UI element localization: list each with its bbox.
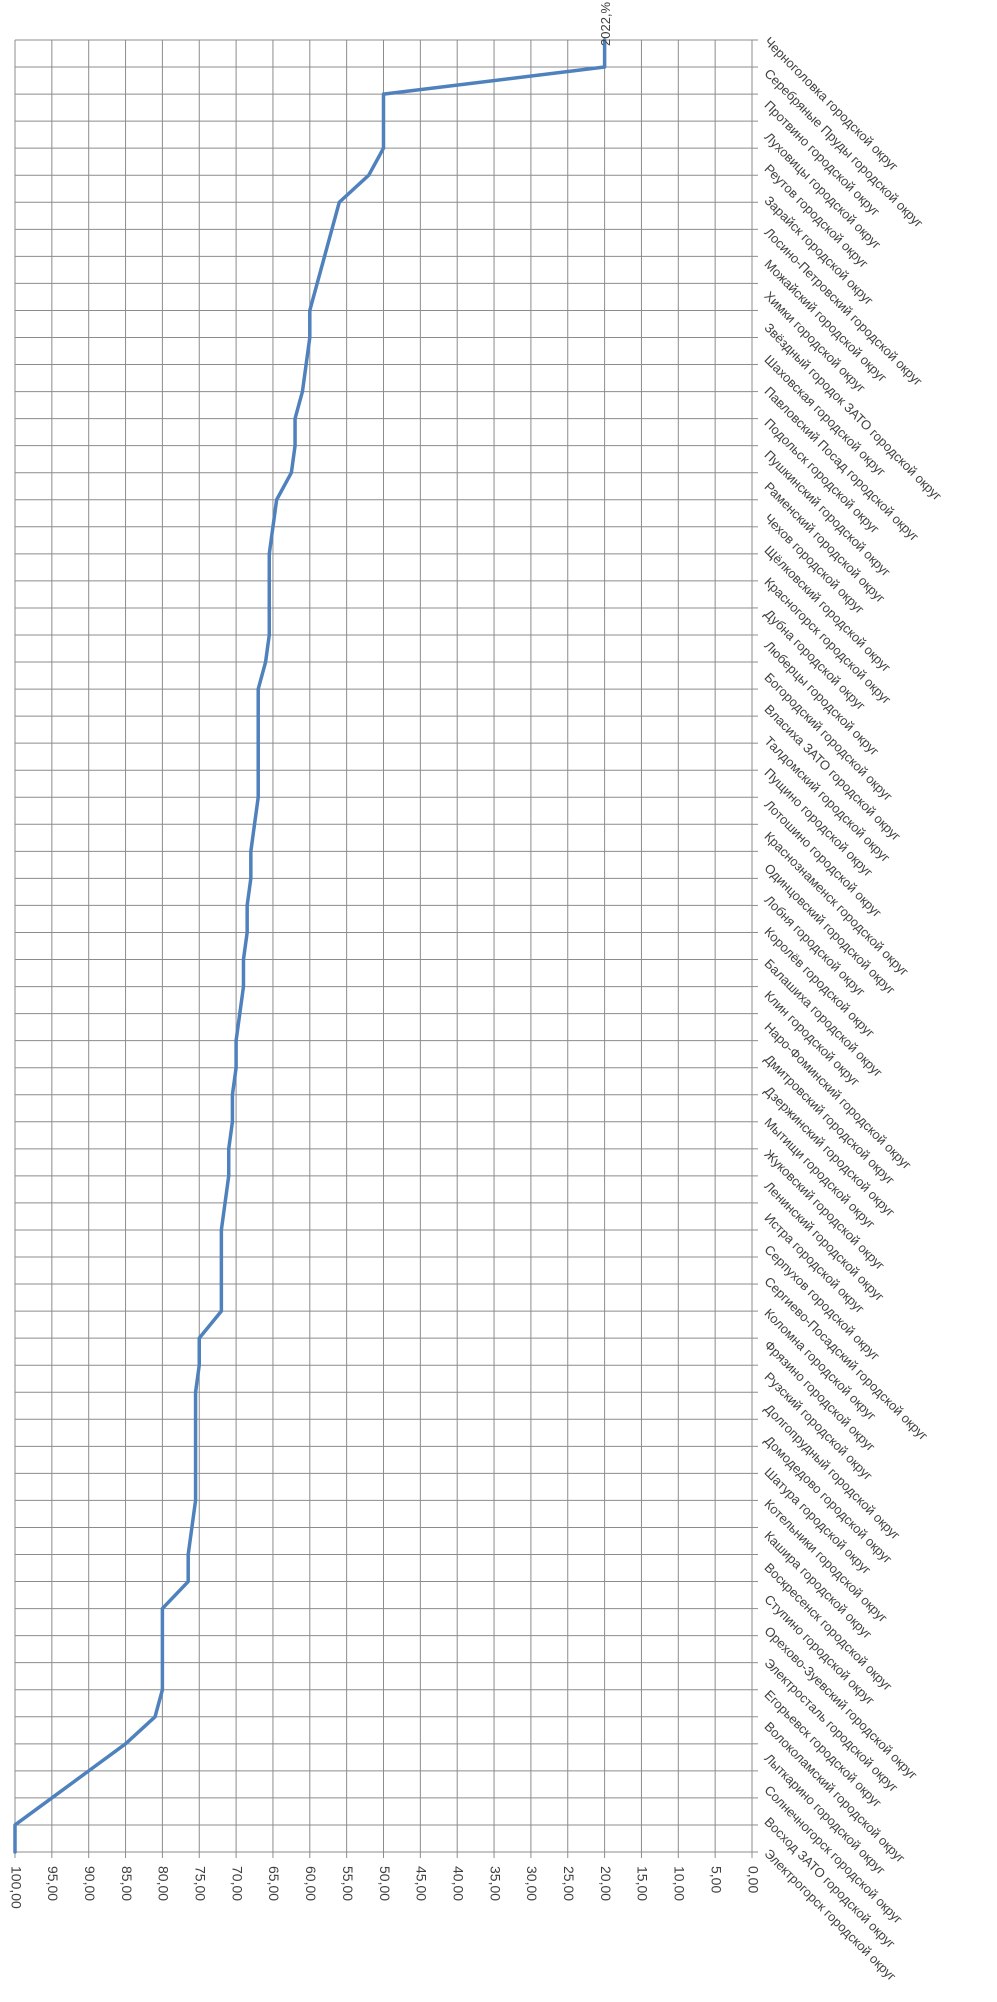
value-tick-label: 15,00 <box>635 1866 651 1901</box>
value-tick-label: 75,00 <box>193 1866 209 1901</box>
series-layer <box>13 38 607 1854</box>
value-tick-label: 50,00 <box>377 1866 393 1901</box>
value-tick-label: 25,00 <box>561 1866 577 1901</box>
value-tick-label: 70,00 <box>229 1866 245 1901</box>
series-line <box>13 38 607 1854</box>
series-label: 2022,% <box>598 1 613 46</box>
value-tick-label: 95,00 <box>45 1866 61 1901</box>
value-tick-label: 40,00 <box>450 1866 466 1901</box>
value-tick-label: 5,00 <box>708 1866 724 1893</box>
chart-grid <box>14 39 758 1858</box>
value-tick-label: 20,00 <box>598 1866 614 1901</box>
value-tick-label: 80,00 <box>156 1866 172 1901</box>
value-tick-label: 90,00 <box>82 1866 98 1901</box>
value-tick-label: 60,00 <box>303 1866 319 1901</box>
series-label-layer: 2022,% <box>598 1 613 46</box>
value-tick-label: 0,00 <box>745 1866 761 1893</box>
value-axis-ticks: 0,00 5,00 10,00 15,00 20,00 25,00 30,00 35,00 40… <box>8 1866 761 1909</box>
value-tick-label: 30,00 <box>524 1866 540 1901</box>
value-tick-label: 100,00 <box>8 1866 24 1909</box>
value-tick-label: 45,00 <box>414 1866 430 1901</box>
category-tick-label: Солнечногорск городской округ <box>761 1782 905 1926</box>
value-tick-label: 10,00 <box>672 1866 688 1901</box>
value-tick-label: 55,00 <box>340 1866 356 1901</box>
value-tick-label: 85,00 <box>119 1866 135 1901</box>
value-tick-label: 35,00 <box>487 1866 503 1901</box>
value-tick-label: 65,00 <box>266 1866 282 1901</box>
